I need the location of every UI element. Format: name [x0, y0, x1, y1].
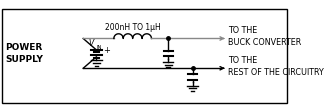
Text: 200nH TO 1μH: 200nH TO 1μH [105, 23, 160, 32]
Text: POWER
SUPPLY: POWER SUPPLY [5, 43, 43, 64]
Text: V: V [88, 39, 94, 48]
Text: TO THE
REST OF THE CIRCUITRY: TO THE REST OF THE CIRCUITRY [228, 56, 323, 77]
Text: IN: IN [96, 45, 102, 50]
Text: TO THE
BUCK CONVERTER: TO THE BUCK CONVERTER [228, 26, 301, 47]
Text: +: + [103, 46, 110, 55]
